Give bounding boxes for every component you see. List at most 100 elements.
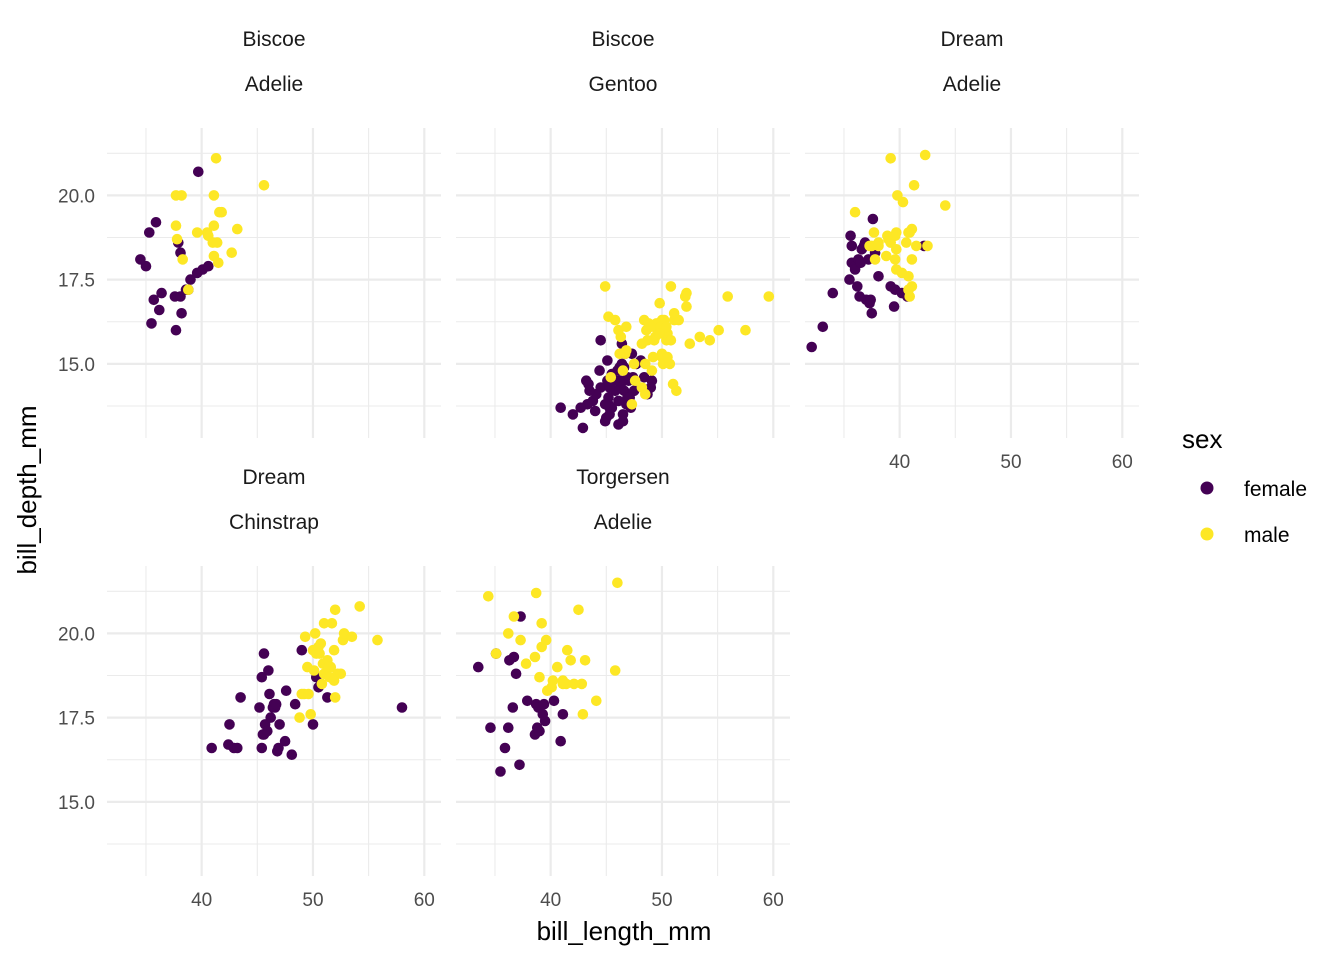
strip-label-island-3: Dream bbox=[242, 466, 305, 489]
data-point-female bbox=[256, 671, 268, 683]
data-point-female bbox=[866, 308, 878, 319]
data-point-female bbox=[154, 304, 165, 316]
data-point-female bbox=[263, 665, 274, 676]
data-point-male bbox=[889, 254, 901, 265]
x-tick-label-col1: 40 bbox=[540, 890, 561, 911]
data-point-male bbox=[654, 328, 665, 339]
data-point-female bbox=[499, 742, 511, 754]
data-point-female bbox=[256, 742, 268, 754]
data-point-male bbox=[565, 655, 576, 666]
data-point-male bbox=[508, 611, 520, 622]
data-point-male bbox=[309, 628, 321, 639]
data-point-male bbox=[503, 628, 514, 639]
data-point-male bbox=[305, 709, 316, 720]
data-point-male bbox=[609, 665, 621, 676]
data-point-male bbox=[546, 682, 557, 693]
facet-panel-4 bbox=[456, 566, 790, 876]
data-point-male bbox=[612, 577, 623, 589]
data-point-male bbox=[694, 331, 706, 343]
data-point-female bbox=[203, 260, 214, 272]
data-point-female bbox=[258, 648, 270, 659]
data-point-female bbox=[150, 217, 162, 228]
x-tick-label-col1: 60 bbox=[763, 890, 784, 911]
data-point-female bbox=[854, 291, 865, 302]
data-point-female bbox=[867, 213, 879, 225]
data-point-male bbox=[626, 399, 638, 410]
data-point-male bbox=[661, 321, 672, 333]
data-point-male bbox=[515, 634, 526, 646]
data-point-female bbox=[176, 308, 187, 319]
y-tick-label-row1: 15.0 bbox=[58, 793, 95, 814]
data-point-female bbox=[148, 294, 160, 306]
data-point-male bbox=[629, 375, 641, 386]
strip-label-species-1: Gentoo bbox=[589, 73, 658, 96]
data-point-male bbox=[680, 291, 691, 302]
data-point-female bbox=[613, 395, 624, 407]
data-point-male bbox=[922, 240, 933, 252]
data-point-male bbox=[483, 591, 494, 602]
data-point-male bbox=[540, 634, 552, 646]
data-point-male bbox=[665, 335, 677, 346]
data-point-male bbox=[232, 223, 243, 235]
data-point-male bbox=[662, 351, 673, 363]
data-point-male bbox=[763, 291, 775, 302]
data-point-female bbox=[595, 335, 606, 346]
data-point-female bbox=[873, 271, 884, 282]
data-point-male bbox=[530, 587, 542, 599]
data-point-male bbox=[552, 661, 563, 673]
data-point-female bbox=[555, 735, 566, 747]
data-point-female bbox=[156, 287, 167, 299]
data-point-male bbox=[211, 237, 223, 248]
data-point-male bbox=[213, 257, 224, 269]
facet-panels bbox=[107, 128, 1139, 876]
data-point-female bbox=[235, 692, 246, 703]
data-point-female bbox=[557, 709, 569, 720]
data-point-male bbox=[318, 618, 330, 629]
strip-label-island-2: Dream bbox=[940, 28, 1003, 51]
x-axis-title: bill_length_mm bbox=[537, 916, 712, 946]
data-point-male bbox=[329, 692, 341, 703]
data-point-female bbox=[604, 382, 615, 393]
data-point-female bbox=[537, 709, 549, 720]
data-point-male bbox=[628, 358, 640, 370]
data-point-female bbox=[262, 725, 273, 737]
data-point-male bbox=[354, 601, 365, 612]
data-point-female bbox=[567, 409, 579, 420]
data-point-female bbox=[845, 230, 856, 242]
data-point-female bbox=[514, 759, 525, 771]
data-point-male bbox=[258, 180, 270, 191]
data-point-female bbox=[844, 274, 855, 285]
data-point-male bbox=[605, 372, 617, 383]
data-point-male bbox=[591, 695, 602, 707]
x-tick-label-col0: 50 bbox=[302, 890, 323, 911]
data-point-female bbox=[270, 698, 282, 710]
x-tick-label-col0: 60 bbox=[414, 890, 435, 911]
data-point-female bbox=[575, 402, 586, 414]
data-point-male bbox=[638, 314, 650, 326]
data-point-male bbox=[906, 254, 918, 265]
legend-label-female: female bbox=[1244, 478, 1307, 501]
legend-label-male: male bbox=[1244, 524, 1290, 547]
data-point-female bbox=[279, 735, 291, 747]
data-point-male bbox=[869, 254, 881, 265]
data-point-male bbox=[713, 324, 724, 336]
data-point-female bbox=[473, 661, 484, 673]
y-axis-title: bill_depth_mm bbox=[12, 405, 42, 574]
data-point-male bbox=[299, 631, 311, 643]
data-point-male bbox=[208, 220, 220, 231]
data-point-male bbox=[210, 153, 222, 164]
legend-title: sex bbox=[1182, 424, 1222, 454]
data-point-female bbox=[485, 722, 496, 733]
data-point-female bbox=[577, 422, 589, 434]
data-point-female bbox=[144, 227, 155, 238]
data-point-female bbox=[265, 712, 276, 723]
data-point-male bbox=[868, 227, 880, 238]
x-tick-label-col1: 50 bbox=[651, 890, 672, 911]
data-point-female bbox=[589, 405, 601, 417]
strip-label-species-2: Adelie bbox=[943, 73, 1001, 96]
data-point-male bbox=[216, 206, 227, 218]
data-point-male bbox=[684, 338, 696, 349]
data-point-male bbox=[873, 240, 884, 252]
data-point-female bbox=[280, 685, 292, 696]
